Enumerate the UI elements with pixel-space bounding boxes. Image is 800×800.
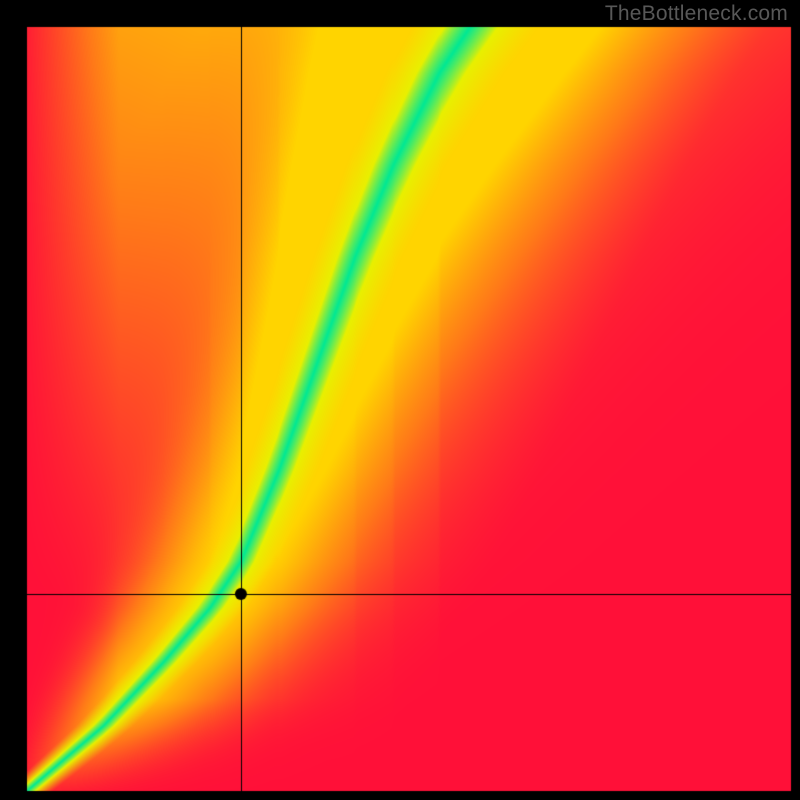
heatmap-canvas [0,0,800,800]
watermark-text: TheBottleneck.com [605,2,788,26]
heatmap-canvas-holder [0,0,800,800]
chart-container: { "watermark": "TheBottleneck.com", "hea… [0,0,800,800]
